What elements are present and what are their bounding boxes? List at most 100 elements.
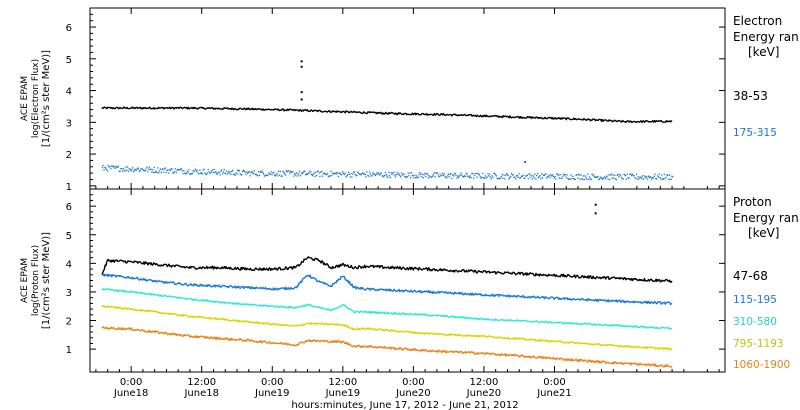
- data-point: [533, 177, 535, 179]
- data-point: [314, 175, 316, 178]
- data-point: [320, 171, 322, 173]
- data-point: [404, 175, 406, 178]
- data-point: [670, 178, 672, 180]
- data-point: [440, 175, 442, 177]
- data-point: [122, 167, 125, 170]
- data-point: [575, 174, 577, 176]
- data-point: [265, 174, 267, 176]
- series-line: [101, 326, 673, 368]
- data-point: [269, 173, 271, 175]
- data-point: [115, 165, 117, 167]
- data-point: [161, 169, 163, 171]
- data-point: [483, 176, 485, 179]
- data-point: [483, 177, 486, 179]
- data-point: [137, 167, 139, 169]
- data-point: [615, 178, 617, 180]
- data-point: [356, 174, 358, 176]
- y-tick-label: 3: [66, 118, 72, 129]
- data-point: [659, 177, 661, 179]
- data-point: [336, 172, 338, 174]
- data-point: [362, 172, 364, 174]
- data-point: [628, 177, 630, 179]
- data-point: [252, 172, 254, 174]
- legend-title: Proton: [733, 195, 772, 209]
- data-point: [251, 170, 253, 173]
- data-point: [101, 166, 104, 169]
- data-point: [490, 178, 492, 180]
- data-point: [364, 173, 366, 176]
- data-point: [302, 171, 304, 174]
- data-point: [381, 175, 383, 177]
- data-point: [665, 176, 667, 179]
- data-point: [649, 175, 651, 178]
- data-point: [402, 173, 404, 175]
- data-point: [625, 178, 628, 180]
- data-point: [335, 173, 337, 175]
- data-point: [524, 177, 526, 179]
- data-point: [657, 175, 659, 177]
- data-point: [613, 177, 615, 179]
- data-point: [651, 178, 653, 180]
- data-point: [188, 169, 190, 171]
- data-point: [484, 175, 487, 177]
- data-point: [487, 173, 489, 175]
- data-point: [647, 175, 649, 177]
- data-point: [657, 176, 660, 178]
- data-point: [500, 175, 502, 178]
- data-point: [373, 173, 375, 175]
- data-point: [579, 178, 581, 180]
- data-point: [239, 173, 241, 175]
- data-point: [624, 174, 626, 176]
- data-point: [530, 176, 532, 178]
- series-175-315: [101, 161, 674, 181]
- data-point: [393, 171, 395, 174]
- data-point: [653, 175, 655, 177]
- data-point: [591, 173, 593, 175]
- data-point: [413, 177, 415, 179]
- data-point: [407, 172, 409, 174]
- data-point: [436, 172, 439, 174]
- data-point: [466, 173, 468, 175]
- data-point: [217, 171, 219, 174]
- data-point: [609, 178, 611, 181]
- data-point: [573, 177, 575, 180]
- data-point: [347, 171, 350, 173]
- data-point: [668, 174, 670, 176]
- data-point: [247, 172, 249, 174]
- data-point: [142, 169, 145, 172]
- data-point: [511, 174, 513, 176]
- data-point: [418, 174, 420, 176]
- data-point: [191, 173, 193, 175]
- data-point: [601, 178, 603, 180]
- data-point: [502, 177, 504, 179]
- legend-title: Electron: [733, 14, 782, 28]
- data-point: [352, 171, 355, 173]
- data-point: [277, 175, 279, 177]
- data-point: [532, 175, 534, 177]
- data-point: [405, 176, 407, 178]
- x-axis: 0:00June1812:00June180:00June1912:00June…: [113, 377, 572, 410]
- data-point: [491, 175, 493, 177]
- data-point: [379, 173, 382, 175]
- data-point: [169, 169, 171, 171]
- data-point: [153, 171, 155, 174]
- data-point: [672, 176, 674, 178]
- data-point: [204, 172, 206, 174]
- data-point: [260, 171, 262, 173]
- data-point: [307, 172, 309, 174]
- data-point: [109, 166, 111, 168]
- data-point: [663, 173, 665, 176]
- data-point: [366, 171, 368, 173]
- data-point: [238, 169, 240, 172]
- series-47-68: [101, 203, 673, 283]
- data-point: [635, 177, 637, 179]
- data-point: [468, 175, 470, 177]
- data-point: [388, 171, 390, 173]
- data-point: [473, 174, 476, 177]
- data-point: [363, 173, 365, 175]
- data-point: [602, 178, 604, 180]
- data-point: [140, 168, 142, 170]
- data-point: [594, 212, 597, 215]
- data-point: [248, 171, 251, 173]
- data-point: [534, 173, 536, 175]
